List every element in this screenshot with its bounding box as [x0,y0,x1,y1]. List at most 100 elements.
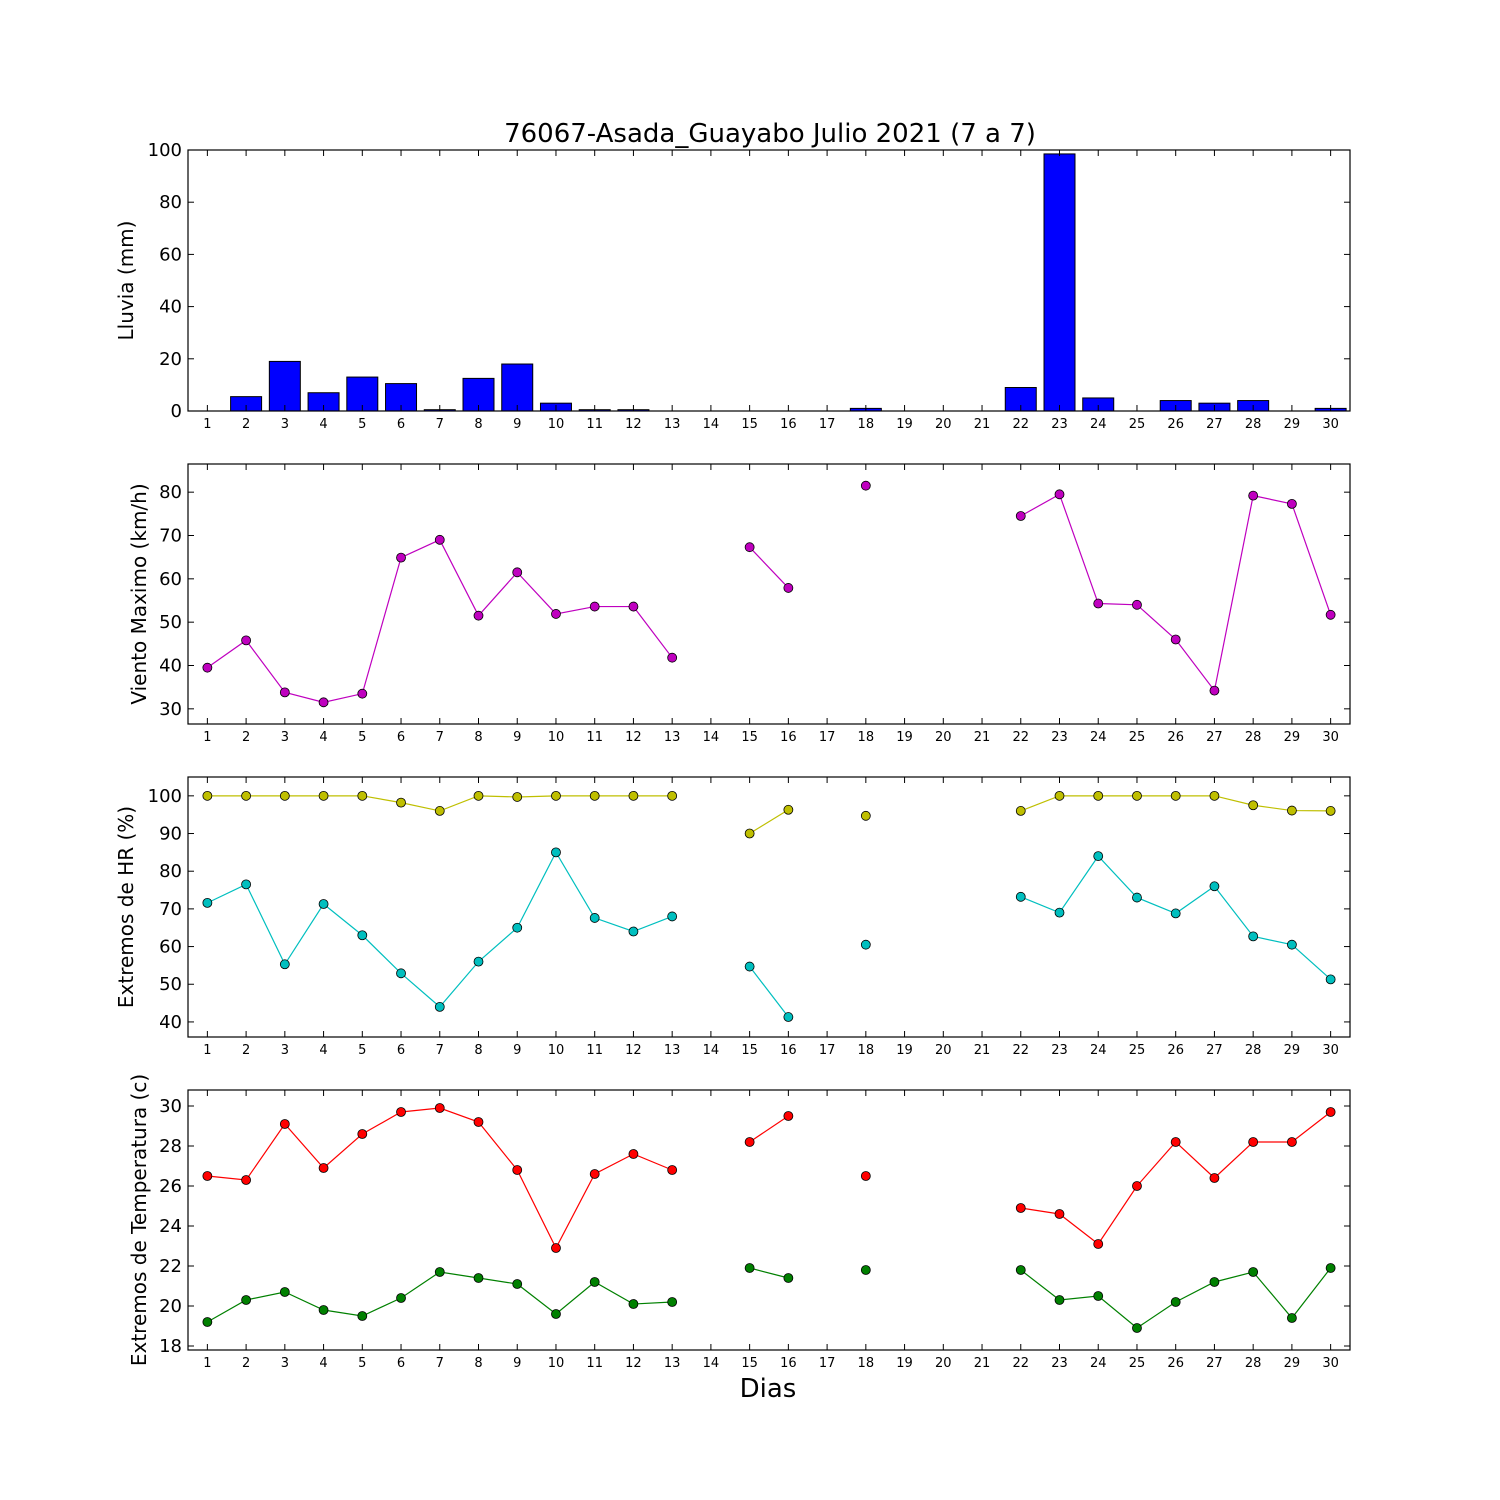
x-tick-label: 13 [664,417,681,432]
series-1-point-day-7 [434,1103,445,1113]
panel-3-frame [187,776,1351,1038]
series-1-point-day-26 [1170,790,1181,801]
x-tick-label: 28 [1245,1356,1262,1371]
series-2-point-day-10 [551,847,561,858]
series-1-point-day-27 [1209,1173,1220,1183]
series-2-point-day-24 [1093,851,1104,862]
y-tick-label: 18 [159,1336,182,1357]
x-tick-label: 10 [548,1043,565,1058]
x-tick-label: 14 [703,1043,720,1058]
series-2-point-day-16 [783,1012,794,1022]
y-tick-label: 40 [159,1012,182,1033]
series-2-point-day-18 [860,1265,871,1275]
x-tick-label: 15 [741,417,758,432]
series-1-point-day-30 [1325,806,1336,816]
series-1-point-day-24 [1093,1239,1104,1249]
x-tick-label: 22 [1012,1356,1029,1371]
x-tick-label: 30 [1322,1043,1339,1058]
y-axis-label: Lluvia (mm) [114,221,138,341]
series-2-point-day-18 [860,939,871,950]
x-tick-label: 17 [819,417,836,432]
series-2-point-day-22 [1015,1265,1026,1275]
x-tick-label: 7 [436,1356,444,1371]
x-tick-label: 8 [474,1043,482,1058]
series-1-point-day-3 [279,1119,290,1129]
x-tick-label: 9 [513,1043,521,1058]
x-tick-label: 15 [741,1043,758,1058]
series-1-point-day-13 [667,652,678,663]
x-tick-label: 20 [935,1356,952,1371]
series-2-point-day-22 [1015,891,1026,902]
x-tick-label: 26 [1167,1043,1184,1058]
series-2-point-day-13 [667,911,678,922]
x-tick-label: 23 [1051,417,1068,432]
x-tick-label: 11 [586,1043,603,1058]
series-1-point-day-3 [279,687,290,698]
series-2-point-day-2 [241,1295,252,1305]
series-2-point-day-11 [589,913,600,923]
series-2-point-day-7 [434,1267,445,1277]
series-2-point-day-1 [202,897,213,908]
x-tick-label: 22 [1012,730,1029,745]
series-1-point-day-27 [1209,790,1220,801]
x-tick-label: 19 [896,417,913,432]
x-tick-label: 20 [935,1043,952,1058]
x-tick-label: 28 [1245,1043,1262,1058]
series-1-line [749,546,789,589]
x-tick-label: 28 [1245,417,1262,432]
x-tick-label: 16 [780,1356,797,1371]
series-2-point-day-26 [1170,908,1181,919]
series-2-point-day-16 [783,1273,794,1283]
series-1-point-day-29 [1287,805,1297,816]
x-tick-label: 22 [1012,417,1029,432]
series-1-point-day-11 [589,601,600,612]
y-tick-label: 90 [159,824,182,845]
series-1-point-day-26 [1170,634,1181,645]
x-tick-label: 1 [203,730,211,745]
series-1-point-day-16 [783,583,794,593]
series-1-point-day-28 [1248,1137,1259,1147]
x-tick-label: 3 [281,730,289,745]
series-1-point-day-4 [318,1163,329,1173]
y-tick-label: 20 [159,1296,182,1317]
x-tick-label: 26 [1167,730,1184,745]
series-1-point-day-15 [744,1137,755,1147]
series-1-point-day-7 [434,534,445,545]
series-2-point-day-26 [1170,1297,1181,1307]
x-tick-label: 8 [474,730,482,745]
panel-1-frame [187,149,1351,412]
x-tick-label: 18 [858,1043,875,1058]
series-1-point-day-18 [860,480,871,491]
x-tick-label: 13 [664,1043,681,1058]
series-2-point-day-4 [318,899,329,909]
series-1-point-day-12 [628,601,639,612]
x-tick-label: 4 [319,417,327,432]
series-2-point-day-10 [551,1309,561,1319]
y-tick-label: 22 [159,1256,182,1277]
y-tick-label: 30 [159,699,182,720]
y-tick-label: 28 [159,1136,182,1157]
x-tick-label: 7 [436,1043,444,1058]
series-1-point-day-5 [357,1129,368,1139]
series-1-point-day-10 [551,1243,561,1253]
x-tick-label: 21 [974,730,991,745]
x-tick-label: 10 [548,417,565,432]
x-tick-label: 19 [896,730,913,745]
x-tick-label: 5 [358,730,366,745]
series-2-line [749,1267,789,1279]
x-tick-label: 23 [1051,1043,1068,1058]
series-1-point-day-18 [860,1171,871,1181]
x-tick-label: 29 [1284,1356,1301,1371]
rain-bar-day-9 [501,363,534,412]
series-1-point-day-1 [202,790,213,801]
series-1-point-day-29 [1287,498,1297,509]
series-2-point-day-12 [628,1299,639,1309]
series-1-point-day-2 [241,790,252,801]
series-2-point-day-9 [512,1279,523,1289]
x-tick-label: 17 [819,730,836,745]
series-2-point-day-5 [357,930,368,941]
series-1-point-day-25 [1132,599,1142,610]
